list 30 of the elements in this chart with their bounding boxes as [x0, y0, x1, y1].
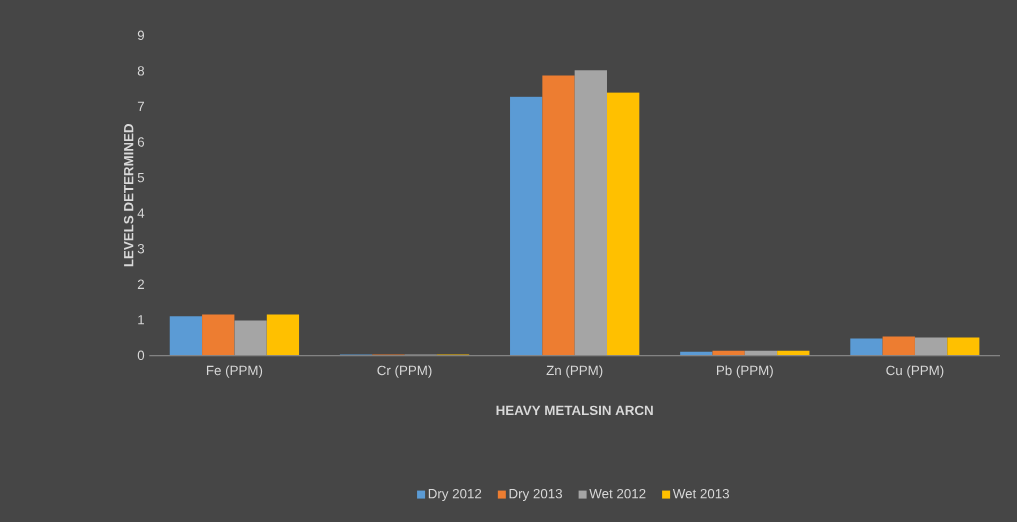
y-tick-label: 7: [137, 101, 144, 112]
y-tick-label: 2: [137, 279, 144, 289]
x-tick-label: Cu (PPM): [886, 365, 944, 378]
x-tick-label: Zn (PPM): [546, 365, 603, 378]
y-tick-label: 5: [137, 172, 145, 183]
legend-label: Dry 2012: [428, 488, 482, 501]
y-tick-label: 6: [137, 137, 145, 147]
bar: [542, 75, 575, 356]
legend-label: Wet 2012: [589, 488, 646, 499]
bar: [202, 314, 235, 356]
y-tick-label: 0: [137, 350, 145, 361]
y-tick-label: 1: [138, 315, 144, 325]
y-tick-label: 9: [137, 30, 145, 41]
y-tick-label: 3: [137, 243, 145, 254]
y-tick-label: 8: [137, 66, 145, 76]
bar: [850, 338, 883, 356]
y-axis-title: LEVELS DETERMINED: [123, 124, 134, 267]
bar: [510, 96, 543, 356]
x-tick-label: Pb (PPM): [717, 365, 773, 378]
bar: [947, 337, 980, 356]
x-tick-label: Cr (PPM): [377, 365, 432, 378]
y-tick-label: 4: [137, 208, 145, 218]
x-axis-title: HEAVY METALSIN ARCN: [496, 405, 653, 416]
x-tick-label: Fe (PPM): [206, 365, 263, 378]
bar: [607, 92, 640, 356]
legend-label: Dry 2013: [509, 488, 563, 501]
bar: [266, 314, 300, 356]
bar: [169, 316, 203, 356]
legend-label: Wet 2013: [672, 488, 729, 499]
bar: [882, 336, 915, 356]
